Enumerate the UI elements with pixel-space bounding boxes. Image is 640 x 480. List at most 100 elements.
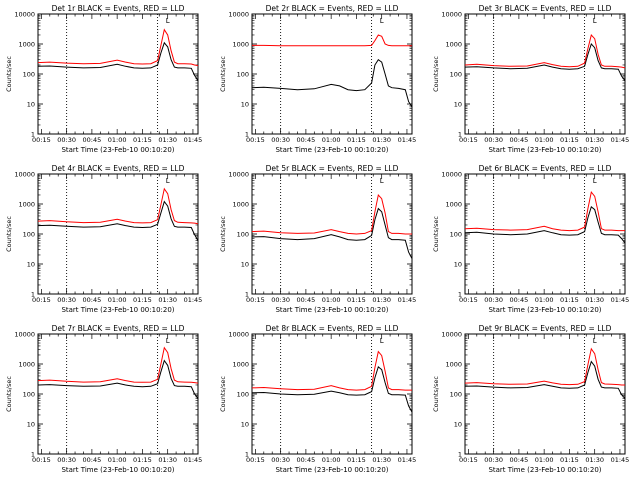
plot-frame bbox=[37, 13, 199, 135]
y-tick-label: 10000 bbox=[228, 171, 249, 179]
detector-panel-3: Det 3r BLACK = Events, RED = LLD Counts/s… bbox=[432, 4, 629, 154]
series-events-line bbox=[464, 360, 626, 399]
x-tick-label: 00:45 bbox=[510, 456, 529, 464]
panel-title: Det 9r BLACK = Events, RED = LLD bbox=[479, 324, 612, 333]
flare-marker-label: L bbox=[593, 337, 597, 345]
panel-title: Det 1r BLACK = Events, RED = LLD bbox=[52, 4, 185, 13]
x-tick-label: 00:45 bbox=[297, 296, 316, 304]
y-tick-label: 10 bbox=[27, 421, 35, 429]
x-tick-label: 01:15 bbox=[347, 456, 366, 464]
panel-title: Det 8r BLACK = Events, RED = LLD bbox=[266, 324, 399, 333]
series-lld-line bbox=[37, 28, 199, 67]
flare-marker-label: L bbox=[593, 17, 597, 25]
series-events-line bbox=[464, 43, 626, 81]
x-tick-label: 01:45 bbox=[398, 456, 417, 464]
x-tick-label: 00:45 bbox=[297, 456, 316, 464]
series-events-line bbox=[251, 366, 413, 413]
series-lld-line bbox=[251, 193, 412, 235]
x-axis-label: Start Time (23-Feb-10 00:10:20) bbox=[61, 306, 174, 314]
y-tick-label: 1000 bbox=[445, 41, 462, 49]
y-tick-label: 1 bbox=[458, 131, 462, 139]
panel-title: Det 4r BLACK = Events, RED = LLD bbox=[52, 164, 185, 173]
y-tick-label: 1 bbox=[31, 451, 35, 459]
y-tick-label: 10000 bbox=[441, 331, 462, 339]
x-axis-label: Start Time (23-Feb-10 00:10:20) bbox=[488, 146, 601, 154]
x-tick-label: 01:30 bbox=[158, 136, 177, 144]
x-tick-label: 00:45 bbox=[83, 296, 102, 304]
x-tick-label: 01:45 bbox=[611, 456, 630, 464]
x-tick-label: 00:15 bbox=[246, 136, 265, 144]
x-tick-label: 00:45 bbox=[83, 136, 102, 144]
x-tick-label: 00:30 bbox=[271, 456, 290, 464]
detector-panel-5: Det 5r BLACK = Events, RED = LLD Counts/s… bbox=[219, 164, 416, 314]
y-tick-label: 1 bbox=[31, 291, 35, 299]
y-tick-label: 10000 bbox=[14, 331, 35, 339]
y-tick-label: 10000 bbox=[441, 11, 462, 19]
x-tick-label: 01:30 bbox=[372, 296, 391, 304]
x-tick-label: 01:30 bbox=[158, 296, 177, 304]
flare-marker-label: L bbox=[166, 177, 170, 185]
x-tick-label: 00:15 bbox=[459, 136, 478, 144]
y-axis-label: Counts/sec bbox=[5, 216, 13, 252]
x-tick-label: 00:15 bbox=[32, 136, 51, 144]
y-tick-label: 10 bbox=[241, 101, 249, 109]
series-events-line bbox=[251, 207, 413, 259]
y-tick-label: 10 bbox=[27, 101, 35, 109]
x-tick-label: 00:30 bbox=[271, 136, 290, 144]
series-events-line bbox=[37, 200, 199, 241]
x-tick-label: 00:15 bbox=[459, 456, 478, 464]
x-tick-label: 01:00 bbox=[108, 136, 127, 144]
y-tick-label: 100 bbox=[23, 231, 35, 239]
panel-title: Det 5r BLACK = Events, RED = LLD bbox=[266, 164, 399, 173]
y-axis-label: Counts/sec bbox=[219, 216, 227, 252]
x-axis-label: Start Time (23-Feb-10 00:10:20) bbox=[61, 146, 174, 154]
series-lld-line bbox=[37, 187, 199, 225]
flare-marker-label: L bbox=[380, 337, 384, 345]
y-axis-label: Counts/sec bbox=[219, 56, 227, 92]
series-lld-line bbox=[464, 347, 625, 386]
x-tick-label: 01:15 bbox=[560, 136, 579, 144]
y-tick-label: 1 bbox=[31, 131, 35, 139]
y-tick-label: 1 bbox=[245, 131, 249, 139]
y-axis-label: Counts/sec bbox=[5, 56, 13, 92]
flare-marker-label: L bbox=[166, 17, 170, 25]
detector-panel-4: Det 4r BLACK = Events, RED = LLD Counts/s… bbox=[5, 164, 202, 314]
detector-panel-7: Det 7r BLACK = Events, RED = LLD Counts/s… bbox=[5, 324, 202, 474]
x-tick-label: 01:00 bbox=[535, 296, 554, 304]
x-tick-label: 00:15 bbox=[246, 456, 265, 464]
x-tick-label: 01:45 bbox=[184, 456, 203, 464]
x-axis-label: Start Time (23-Feb-10 00:10:20) bbox=[488, 306, 601, 314]
y-axis-label: Counts/sec bbox=[432, 376, 440, 412]
x-tick-label: 00:45 bbox=[83, 456, 102, 464]
y-tick-label: 1000 bbox=[18, 361, 35, 369]
y-tick-label: 10000 bbox=[14, 171, 35, 179]
x-tick-label: 01:30 bbox=[372, 136, 391, 144]
series-lld-line bbox=[252, 34, 412, 47]
x-tick-label: 00:45 bbox=[297, 136, 316, 144]
x-tick-label: 01:45 bbox=[398, 136, 417, 144]
y-tick-label: 10 bbox=[454, 421, 462, 429]
y-axis-label: Counts/sec bbox=[432, 216, 440, 252]
x-tick-label: 01:15 bbox=[133, 456, 152, 464]
plot-frame bbox=[37, 173, 199, 295]
plot-frame bbox=[37, 333, 199, 455]
y-tick-label: 100 bbox=[237, 231, 249, 239]
y-tick-label: 10000 bbox=[14, 11, 35, 19]
detector-panel-8: Det 8r BLACK = Events, RED = LLD Counts/s… bbox=[219, 324, 416, 474]
x-tick-label: 01:30 bbox=[585, 136, 604, 144]
series-events-line bbox=[464, 206, 626, 244]
x-tick-label: 01:00 bbox=[322, 296, 341, 304]
x-tick-label: 01:00 bbox=[535, 456, 554, 464]
detector-panel-2: Det 2r BLACK = Events, RED = LLD Counts/s… bbox=[219, 4, 416, 154]
y-tick-label: 100 bbox=[23, 71, 35, 79]
x-tick-label: 00:30 bbox=[57, 136, 76, 144]
x-tick-label: 01:30 bbox=[372, 456, 391, 464]
x-tick-label: 01:00 bbox=[108, 456, 127, 464]
detector-panel-6: Det 6r BLACK = Events, RED = LLD Counts/s… bbox=[432, 164, 629, 314]
y-tick-label: 100 bbox=[450, 391, 462, 399]
x-axis-label: Start Time (23-Feb-10 00:10:20) bbox=[488, 466, 601, 474]
x-tick-label: 00:15 bbox=[246, 296, 265, 304]
x-tick-label: 01:45 bbox=[184, 296, 203, 304]
x-tick-label: 01:45 bbox=[398, 296, 417, 304]
